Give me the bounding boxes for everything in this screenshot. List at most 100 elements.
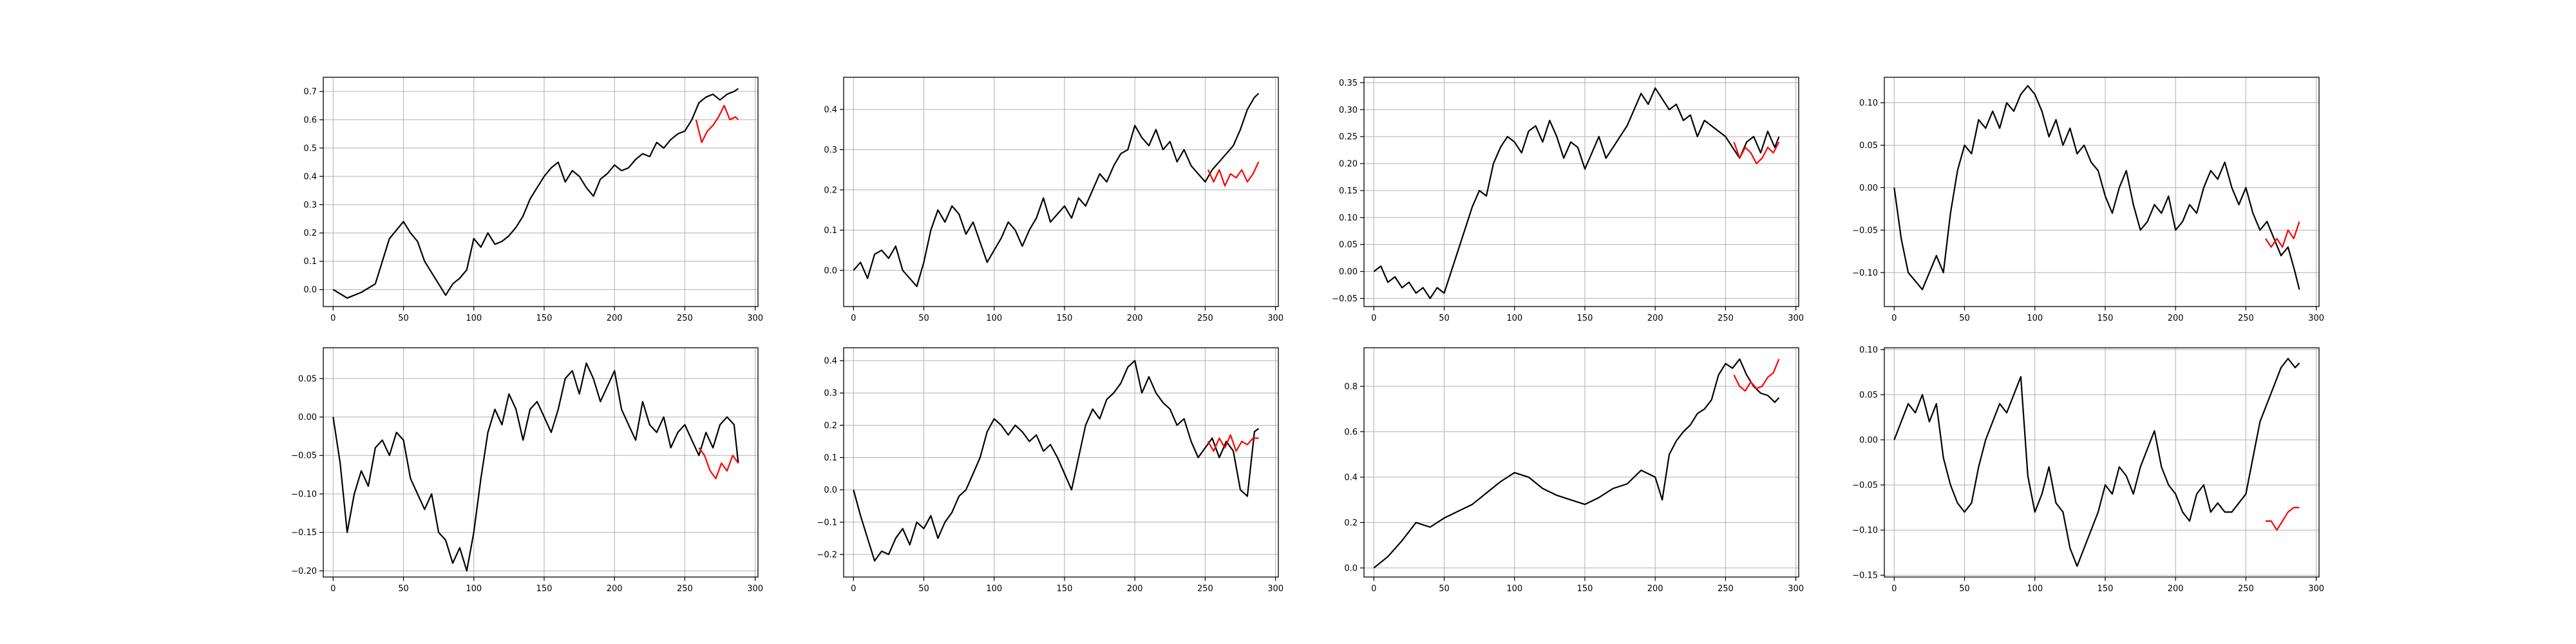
actual-series-line xyxy=(853,93,1260,287)
y-tick-label: 0.3 xyxy=(824,389,837,399)
subplot-8: 0 50 100 150 200 250 300 −0.15 −0.10 −0.05 0.00 0.0… xyxy=(1852,345,2324,594)
x-tick-label: 0 xyxy=(1891,584,1897,594)
x-tick-label: 300 xyxy=(2308,584,2324,594)
y-tick-label: 0.20 xyxy=(1339,160,1358,169)
x-tick-label: 300 xyxy=(1788,584,1804,594)
predicted-series-line xyxy=(1733,141,1780,165)
x-tick-label: 100 xyxy=(1506,314,1522,323)
y-tick-label: −0.05 xyxy=(1852,226,1878,236)
y-tick-label: −0.05 xyxy=(291,451,317,461)
axes-frame xyxy=(323,347,759,578)
x-tick-label: 250 xyxy=(1197,584,1213,594)
x-tick-label: 100 xyxy=(986,314,1002,323)
x-tick-label: 150 xyxy=(1577,314,1593,323)
y-tick-label: 0.2 xyxy=(824,421,837,431)
y-tick-label: 0.10 xyxy=(1859,99,1878,108)
y-tick-label: 0.35 xyxy=(1339,79,1358,88)
y-tick-label: 0.1 xyxy=(303,257,317,267)
subplot-3: 0 50 100 150 200 250 300 −0.05 0.00 0.05 0.10 0.15 0… xyxy=(1332,77,1804,323)
axes-frame xyxy=(843,77,1279,307)
x-tick-label: 200 xyxy=(2168,584,2184,594)
x-tick-label: 300 xyxy=(2308,314,2324,323)
subplot-4: 0 50 100 150 200 250 300 −0.10 −0.05 0.00 0.05 0.10 xyxy=(1852,77,2324,323)
x-tick-label: 150 xyxy=(1057,584,1073,594)
y-tick-label: 0.4 xyxy=(824,105,837,115)
x-tick-label: 250 xyxy=(2238,314,2254,323)
actual-series-line xyxy=(1893,85,2300,290)
x-tick-label: 0 xyxy=(1891,314,1897,323)
y-tick-label: −0.1 xyxy=(817,518,837,527)
y-tick-label: 0.00 xyxy=(1339,267,1358,277)
x-tick-label: 150 xyxy=(1577,584,1593,594)
y-tick-label: 0.25 xyxy=(1339,133,1358,142)
y-tick-label: 0.15 xyxy=(1339,186,1358,196)
x-tick-label: 250 xyxy=(1718,314,1734,323)
y-tick-label: 0.7 xyxy=(303,87,317,97)
x-tick-label: 300 xyxy=(1788,314,1804,323)
x-tick-label: 50 xyxy=(398,584,409,594)
x-tick-label: 100 xyxy=(466,584,482,594)
y-tick-label: −0.10 xyxy=(1852,269,1878,278)
y-tick-label: 0.8 xyxy=(1344,382,1358,392)
y-tick-label: −0.05 xyxy=(1332,294,1358,304)
predicted-series-line xyxy=(1207,434,1259,452)
x-tick-label: 100 xyxy=(986,584,1002,594)
predicted-series-line xyxy=(695,104,739,144)
y-tick-label: 0.3 xyxy=(303,200,317,210)
x-tick-label: 0 xyxy=(1371,584,1376,594)
predicted-series-line xyxy=(1733,359,1780,392)
y-tick-label: 0.4 xyxy=(303,172,317,182)
y-tick-label: 0.5 xyxy=(303,144,317,153)
y-tick-label: 0.05 xyxy=(1859,141,1878,151)
x-tick-label: 250 xyxy=(677,584,693,594)
x-tick-label: 250 xyxy=(1197,314,1213,323)
subplot-2: 0 50 100 150 200 250 300 0.0 0.1 0.2 0.3 0.4 xyxy=(824,77,1283,323)
y-tick-label: 0.2 xyxy=(303,229,317,238)
x-tick-label: 250 xyxy=(1718,584,1734,594)
y-tick-label: 0.05 xyxy=(1339,240,1358,250)
y-tick-label: 0.3 xyxy=(824,146,837,155)
y-tick-label: −0.15 xyxy=(1852,571,1878,581)
x-tick-label: 100 xyxy=(2027,584,2043,594)
y-tick-label: 0.00 xyxy=(1859,184,1878,193)
x-tick-label: 150 xyxy=(2098,584,2114,594)
x-tick-label: 100 xyxy=(466,314,482,323)
x-tick-label: 250 xyxy=(2238,584,2254,594)
y-tick-label: 0.0 xyxy=(1344,564,1358,573)
y-tick-label: 0.2 xyxy=(1344,518,1358,528)
x-tick-label: 0 xyxy=(330,584,336,594)
x-tick-label: 50 xyxy=(1959,584,1970,594)
x-tick-label: 0 xyxy=(851,314,856,323)
x-tick-label: 100 xyxy=(1506,584,1522,594)
axes-frame xyxy=(1884,347,2320,578)
x-tick-label: 50 xyxy=(918,584,929,594)
y-tick-label: 0.6 xyxy=(1344,428,1358,437)
y-tick-label: 0.4 xyxy=(824,357,837,366)
axes-frame xyxy=(323,77,759,307)
y-tick-label: 0.6 xyxy=(303,115,317,125)
x-tick-label: 300 xyxy=(1267,584,1283,594)
y-tick-label: −0.05 xyxy=(1852,481,1878,491)
actual-series-line xyxy=(853,360,1260,562)
x-tick-label: 50 xyxy=(1959,314,1970,323)
x-tick-label: 150 xyxy=(1057,314,1073,323)
y-tick-label: 0.00 xyxy=(298,413,317,422)
x-tick-label: 200 xyxy=(1647,314,1663,323)
predicted-series-line xyxy=(1207,161,1260,187)
x-tick-label: 150 xyxy=(536,584,553,594)
predicted-series-line xyxy=(2266,507,2300,531)
x-tick-label: 200 xyxy=(1127,584,1143,594)
y-tick-label: 0.10 xyxy=(1859,345,1878,355)
y-tick-label: −0.10 xyxy=(1852,526,1878,536)
x-tick-label: 0 xyxy=(330,314,336,323)
x-tick-label: 0 xyxy=(851,584,856,594)
y-tick-label: 0.05 xyxy=(298,374,317,384)
y-tick-label: 0.00 xyxy=(1859,435,1878,445)
y-tick-label: 0.4 xyxy=(1344,473,1358,482)
x-tick-label: 150 xyxy=(2098,314,2114,323)
y-tick-label: 0.30 xyxy=(1339,106,1358,115)
subplot-1: 0 50 100 150 200 250 300 0.0 0.1 0.2 0.3 0.4 0.5 0.6 0… xyxy=(303,77,763,323)
y-tick-label: −0.2 xyxy=(817,550,837,560)
y-tick-label: 0.0 xyxy=(824,266,837,276)
